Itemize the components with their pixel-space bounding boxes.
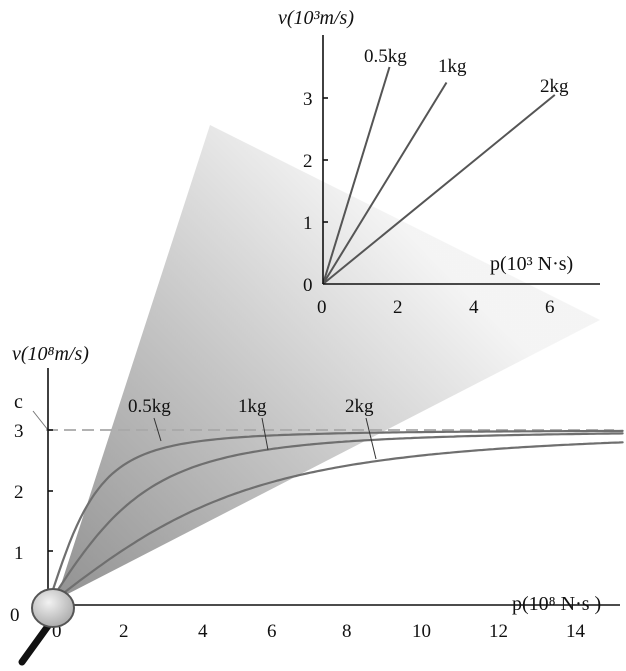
inset-series-line (322, 66, 391, 285)
main-series-label: 1kg (238, 396, 267, 417)
inset-series-label: 0.5kg (364, 46, 407, 67)
inset-y-axis-label: v(10³m/s) (278, 7, 354, 29)
main-y-tick-label: 0 (10, 605, 20, 626)
speed-of-light-label: c (14, 391, 23, 413)
main-y-axis-label: v(10⁸m/s) (12, 343, 89, 365)
inset-series-group (322, 66, 556, 285)
main-x-tick-label: 0 (52, 621, 62, 642)
inset-y-tick-label: 1 (303, 213, 313, 234)
magnification-cone (56, 125, 600, 600)
magnifier-icon (18, 588, 75, 666)
main-series-curve (46, 441, 624, 607)
main-series-label: 0.5kg (128, 396, 171, 417)
inset-series-label: 1kg (438, 56, 467, 77)
main-y-tick-label: 2 (14, 482, 24, 503)
inset-series-label: 2kg (540, 76, 569, 97)
main-series-group (46, 429, 624, 607)
main-series-curve (46, 429, 624, 607)
inset-y-ticks (323, 97, 328, 223)
inset-series-line (322, 94, 556, 285)
main-x-tick-label: 14 (566, 621, 586, 642)
main-x-tick-label: 10 (412, 621, 431, 642)
main-x-tick-label: 8 (342, 621, 352, 642)
inset-x-tick-label: 0 (317, 297, 327, 318)
inset-x-tick-label: 6 (545, 297, 555, 318)
main-x-tick-label: 12 (489, 621, 508, 642)
main-y-ticks (48, 429, 53, 552)
inset-x-tick-label: 4 (469, 297, 479, 318)
main-x-tick-label: 2 (119, 621, 129, 642)
inset-chart: 0 1 2 3 0 2 4 6 v(10³m/s) p(10³ N·s) 0.5… (278, 7, 600, 318)
main-chart: 0 1 2 3 c 0 2 4 6 8 10 12 14 v(10⁸m/s) p… (10, 343, 624, 642)
inset-y-tick-label: 3 (303, 89, 313, 110)
main-y-tick-label: 1 (14, 543, 24, 564)
speed-of-light-leader (32, 410, 49, 431)
inset-y-tick-label: 2 (303, 151, 313, 172)
main-y-tick-label: 3 (14, 421, 24, 442)
main-series-curve (46, 432, 624, 607)
main-x-axis-label: p(10⁸ N·s ) (512, 593, 601, 615)
main-x-tick-label: 6 (267, 621, 277, 642)
inset-series-line (322, 81, 448, 285)
main-series-label-leaders (153, 417, 377, 460)
inset-x-tick-label: 2 (393, 297, 403, 318)
inset-x-axis-label: p(10³ N·s) (490, 253, 573, 275)
inset-y-tick-label: 0 (303, 275, 313, 296)
main-x-tick-label: 4 (198, 621, 208, 642)
main-series-label: 2kg (345, 396, 374, 417)
